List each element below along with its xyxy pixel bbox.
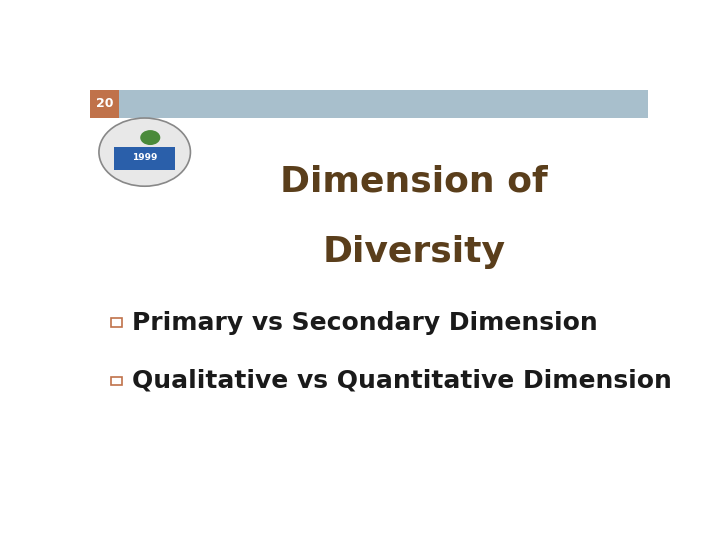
Circle shape <box>140 130 161 145</box>
Text: Qualitative vs Quantitative Dimension: Qualitative vs Quantitative Dimension <box>132 369 672 393</box>
FancyBboxPatch shape <box>111 319 122 327</box>
Text: Diversity: Diversity <box>322 235 505 269</box>
Text: 1999: 1999 <box>132 153 158 163</box>
FancyBboxPatch shape <box>114 147 176 170</box>
FancyBboxPatch shape <box>90 90 648 118</box>
Text: 20: 20 <box>96 97 113 110</box>
FancyBboxPatch shape <box>111 377 122 385</box>
FancyBboxPatch shape <box>90 90 119 118</box>
Text: Dimension of: Dimension of <box>280 164 547 198</box>
Circle shape <box>99 118 190 186</box>
Text: Primary vs Secondary Dimension: Primary vs Secondary Dimension <box>132 310 598 335</box>
